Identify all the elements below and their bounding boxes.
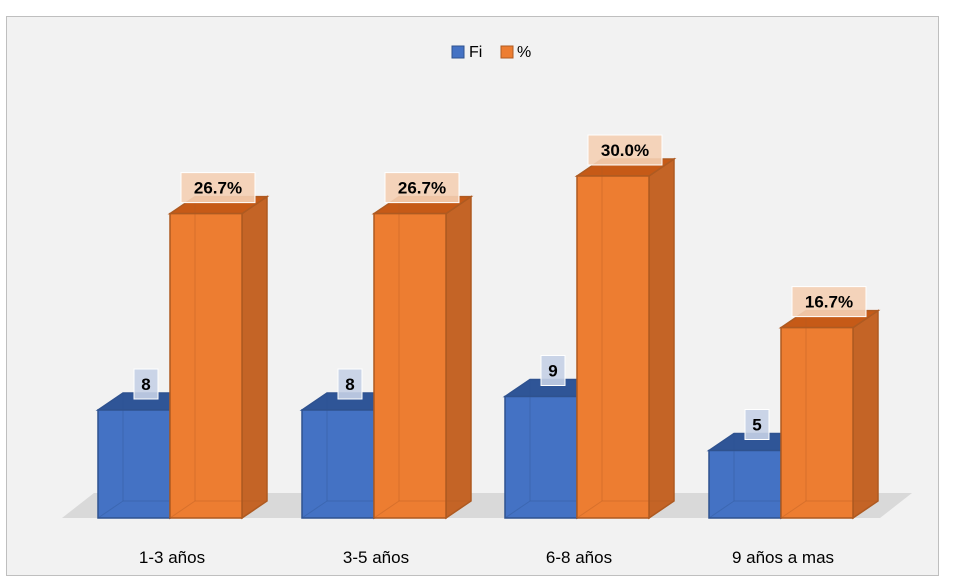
legend-label-fi: Fi xyxy=(469,44,482,61)
data-label-pct-1: 26.7% xyxy=(180,172,256,204)
data-label-fi-4-text: 5 xyxy=(752,416,761,435)
data-label-fi-1: 8 xyxy=(133,368,159,400)
data-label-pct-2: 26.7% xyxy=(384,172,460,204)
bar-pct-4 xyxy=(778,309,881,520)
data-label-fi-3-text: 9 xyxy=(548,362,557,381)
data-label-pct-1-text: 26.7% xyxy=(194,179,242,198)
data-label-pct-3-text: 30.0% xyxy=(601,141,649,160)
data-label-pct-4-text: 16.7% xyxy=(805,293,853,312)
data-label-fi-2-text: 8 xyxy=(345,375,354,394)
x-tick-label-4: 9 años a mas xyxy=(732,548,834,567)
data-label-pct-4: 16.7% xyxy=(791,286,867,318)
data-label-fi-3: 9 xyxy=(540,355,566,386)
legend-swatch-fi xyxy=(451,45,465,59)
legend: Fi % xyxy=(451,44,531,61)
chart-floor xyxy=(62,493,912,518)
bar-pct-2 xyxy=(371,195,474,520)
data-label-pct-3: 30.0% xyxy=(587,134,663,166)
legend-label-pct: % xyxy=(517,44,531,61)
data-label-fi-2: 8 xyxy=(337,368,363,400)
data-label-fi-1-text: 8 xyxy=(141,375,150,394)
bar-pct-1 xyxy=(167,195,270,520)
data-label-pct-2-text: 26.7% xyxy=(398,179,446,198)
bar-pct-3 xyxy=(574,157,677,520)
x-tick-label-1: 1-3 años xyxy=(139,548,205,567)
legend-swatch-pct xyxy=(500,45,514,59)
x-tick-label-3: 6-8 años xyxy=(546,548,612,567)
data-label-fi-4: 5 xyxy=(744,409,770,440)
x-tick-label-2: 3-5 años xyxy=(343,548,409,567)
